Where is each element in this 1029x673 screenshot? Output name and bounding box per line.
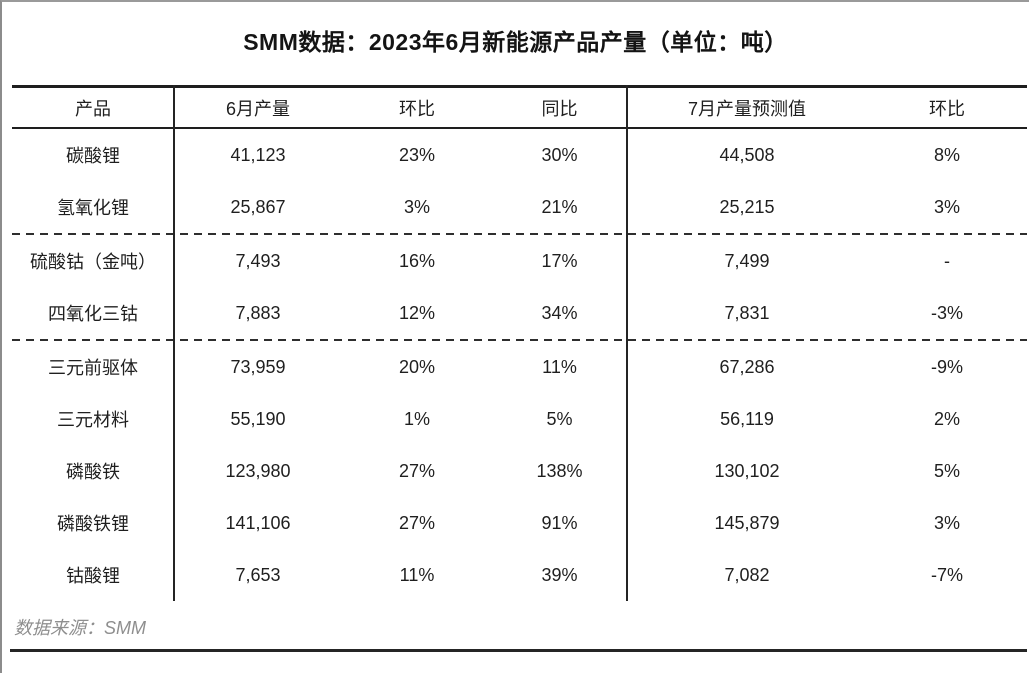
table-header-row: 产品 6月产量 环比 同比 7月产量预测值 环比 (12, 85, 1027, 129)
cell-july-forecast: 7,499 (724, 250, 770, 271)
table-row: 四氧化三钴 7,883 12% 34% 7,831 -3% (12, 287, 1027, 339)
group-separator (12, 233, 1027, 235)
cell-july-forecast: 44,508 (719, 144, 775, 165)
cell-mom: 3% (403, 196, 430, 217)
table-row: 三元材料 55,190 1% 5% 56,119 2% (12, 393, 1027, 445)
cell-july-forecast: 130,102 (714, 460, 780, 481)
cell-july-forecast: 7,082 (724, 564, 770, 585)
cell-product: 磷酸铁 (66, 462, 120, 482)
cell-mom: 20% (398, 356, 436, 377)
cell-june-output: 7,883 (235, 302, 281, 323)
cell-mom: 12% (398, 302, 436, 323)
cell-yoy: 5% (546, 408, 573, 429)
cell-mom: 16% (398, 250, 436, 271)
cell-product: 三元前驱体 (48, 358, 138, 378)
header-forecast-mom: 环比 (929, 98, 965, 119)
cell-july-forecast: 25,215 (719, 196, 775, 217)
cell-mom: 23% (398, 144, 436, 165)
cell-june-output: 41,123 (230, 144, 286, 165)
cell-june-output: 7,493 (235, 250, 281, 271)
cell-mom: 27% (398, 512, 436, 533)
table-row: 磷酸铁锂 141,106 27% 91% 145,879 3% (12, 497, 1027, 549)
table-row: 碳酸锂 41,123 23% 30% 44,508 8% (12, 129, 1027, 181)
cell-forecast-mom: - (944, 250, 950, 271)
cell-yoy: 39% (541, 564, 578, 585)
cell-product: 碳酸锂 (66, 146, 120, 166)
cell-july-forecast: 145,879 (714, 512, 780, 533)
production-table: 产品 6月产量 环比 同比 7月产量预测值 环比 碳酸锂 41,123 23% … (12, 85, 1027, 601)
cell-yoy: 34% (541, 302, 578, 323)
table-row: 磷酸铁 123,980 27% 138% 130,102 5% (12, 445, 1027, 497)
cell-june-output: 55,190 (230, 408, 286, 429)
cell-forecast-mom: -3% (930, 302, 963, 323)
header-product: 产品 (75, 98, 111, 119)
cell-june-output: 7,653 (235, 564, 281, 585)
table-row: 氢氧化锂 25,867 3% 21% 25,215 3% (12, 181, 1027, 233)
cell-product: 磷酸铁锂 (57, 514, 129, 534)
cell-product: 钴酸锂 (66, 566, 120, 586)
cell-forecast-mom: -7% (930, 564, 963, 585)
cell-mom: 27% (398, 460, 436, 481)
cell-july-forecast: 67,286 (719, 356, 775, 377)
cell-forecast-mom: 8% (933, 144, 960, 165)
cell-june-output: 141,106 (225, 512, 291, 533)
cell-yoy: 21% (541, 196, 578, 217)
cell-forecast-mom: 3% (933, 196, 960, 217)
header-mom: 环比 (399, 98, 435, 119)
column-divider-right (626, 85, 628, 601)
cell-yoy: 91% (541, 512, 578, 533)
cell-july-forecast: 56,119 (720, 408, 774, 429)
cell-forecast-mom: 2% (933, 408, 960, 429)
table-row: 钴酸锂 7,653 11% 39% 7,082 -7% (12, 549, 1027, 601)
header-july-forecast: 7月产量预测值 (687, 98, 806, 119)
cell-product: 硫酸钴（金吨） (30, 252, 156, 272)
page-title: SMM数据：2023年6月新能源产品产量（单位：吨） (243, 29, 788, 55)
cell-mom: 11% (399, 564, 435, 585)
header-june-output: 6月产量 (225, 98, 290, 119)
cell-product: 氢氧化锂 (57, 198, 129, 218)
data-source-note: 数据来源：SMM (14, 618, 146, 638)
cell-forecast-mom: 3% (933, 512, 960, 533)
cell-june-output: 73,959 (230, 356, 286, 377)
cell-yoy: 17% (541, 250, 578, 271)
cell-product: 四氧化三钴 (48, 304, 138, 324)
cell-product: 三元材料 (57, 410, 129, 430)
column-divider-left (173, 85, 175, 601)
cell-forecast-mom: 5% (933, 460, 960, 481)
header-yoy: 同比 (541, 98, 578, 119)
cell-mom: 1% (403, 408, 430, 429)
cell-forecast-mom: -9% (930, 356, 963, 377)
cell-june-output: 123,980 (225, 460, 291, 481)
bottom-rule (10, 649, 1027, 652)
table-row: 硫酸钴（金吨） 7,493 16% 17% 7,499 - (12, 235, 1027, 287)
cell-july-forecast: 7,831 (724, 302, 770, 323)
cell-yoy: 138% (536, 460, 583, 481)
cell-june-output: 25,867 (230, 196, 286, 217)
cell-yoy: 30% (541, 144, 578, 165)
cell-yoy: 11% (542, 356, 577, 377)
group-separator (12, 339, 1027, 341)
table-row: 三元前驱体 73,959 20% 11% 67,286 -9% (12, 341, 1027, 393)
